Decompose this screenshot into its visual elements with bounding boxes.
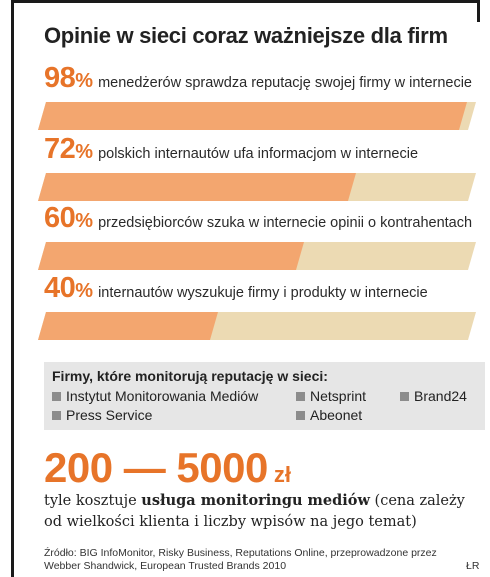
- bar-track: [38, 173, 476, 201]
- price-desc-bold: usługa monitoringu mediów: [141, 492, 370, 509]
- frame-right-rule: [477, 0, 480, 22]
- company-name: Press Service: [66, 407, 153, 423]
- stat-value: 60: [44, 202, 76, 234]
- company-name: Netsprint: [310, 388, 367, 404]
- monitoring-companies-box: Firmy, które monitorują reputację w siec…: [44, 362, 485, 430]
- stat-row: 40% internautów wyszukuje firmy i produkt…: [38, 272, 484, 340]
- company-name: Brand24: [414, 388, 467, 404]
- bar-72: [38, 173, 356, 201]
- square-bullet-icon: [296, 411, 305, 420]
- stat-value: 98: [44, 62, 76, 94]
- bar-40: [38, 312, 218, 340]
- stat-value: 40: [44, 272, 76, 304]
- price-value: 200 — 5000: [44, 444, 268, 491]
- stat-unit: %: [75, 141, 94, 163]
- bar-track: [38, 102, 476, 130]
- stat-unit: %: [75, 70, 94, 92]
- stat-unit: %: [75, 280, 94, 302]
- stat-label: polskich internautów ufa informacjom w i…: [98, 146, 419, 162]
- company-name: Abeonet: [310, 407, 363, 423]
- stat-value: 72: [44, 133, 76, 165]
- bar-svg: [38, 312, 476, 340]
- monitor-title: Firmy, które monitorują reputację w siec…: [52, 368, 328, 384]
- price-desc-suffix: (cena zależy od wielkości klienta i licz…: [44, 493, 465, 530]
- frame-top-rule: [11, 0, 480, 3]
- bar-track: [38, 242, 476, 270]
- author-initials: ŁR: [466, 560, 480, 572]
- square-bullet-icon: [52, 411, 61, 420]
- stat-row: 98% menedżerów sprawdza reputację swojej …: [38, 62, 484, 130]
- bar-track: [38, 312, 476, 340]
- company-item: Abeonet: [296, 407, 362, 423]
- square-bullet-icon: [52, 392, 61, 401]
- stat-head: 60% przedsiębiorców szuka w internecie op…: [44, 202, 472, 235]
- square-bullet-icon: [296, 392, 305, 401]
- stat-head: 40% internautów wyszukuje firmy i produkt…: [44, 272, 428, 305]
- stat-label: przedsiębiorców szuka w internecie opini…: [98, 215, 473, 231]
- company-item: Netsprint: [296, 388, 366, 404]
- bar-svg: [38, 102, 476, 130]
- bar-60: [38, 242, 304, 270]
- stat-unit: %: [75, 210, 94, 232]
- bar-svg: [38, 173, 476, 201]
- company-name: Instytut Monitorowania Mediów: [66, 388, 259, 404]
- price-unit: zł: [273, 462, 291, 487]
- price-description: tyle kosztuje usługa monitoringu mediów …: [44, 490, 484, 533]
- source-note: Źródło: BIG InfoMonitor, Risky Business,…: [44, 547, 437, 572]
- company-item: Brand24: [400, 388, 467, 404]
- stat-label: menedżerów sprawdza reputację swojej fir…: [98, 75, 472, 91]
- company-item: Press Service: [52, 407, 152, 423]
- stat-row: 60% przedsiębiorców szuka w internecie op…: [38, 202, 484, 270]
- chart-title: Opinie w sieci coraz ważniejsze dla firm: [44, 23, 448, 48]
- stat-head: 98% menedżerów sprawdza reputację swojej …: [44, 62, 472, 95]
- stat-head: 72% polskich internautów ufa informacjom …: [44, 133, 418, 166]
- price-desc-prefix: tyle kosztuje: [44, 493, 142, 509]
- stat-label: internautów wyszukuje firmy i produkty w…: [98, 285, 428, 301]
- frame-left-rule: [11, 0, 14, 577]
- price-range: 200 — 5000 zł: [44, 444, 291, 492]
- stat-row: 72% polskich internautów ufa informacjom …: [38, 133, 484, 201]
- square-bullet-icon: [400, 392, 409, 401]
- company-item: Instytut Monitorowania Mediów: [52, 388, 258, 404]
- bar-98: [38, 102, 467, 130]
- bar-svg: [38, 242, 476, 270]
